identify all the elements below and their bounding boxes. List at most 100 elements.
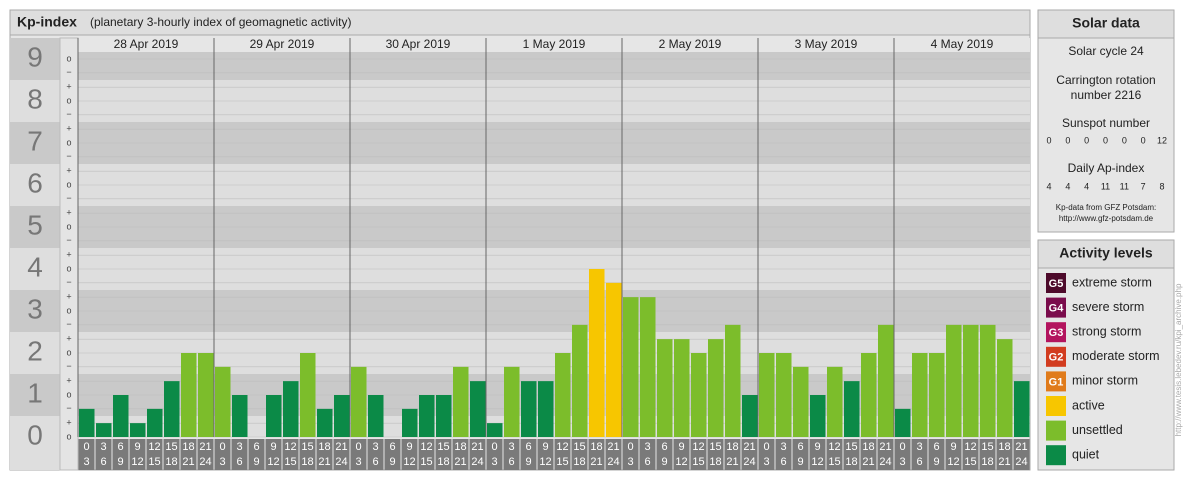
sunspot-value: 0 bbox=[1084, 135, 1089, 145]
bar bbox=[504, 366, 520, 437]
level-swatch bbox=[1046, 322, 1066, 343]
hour-box bbox=[163, 439, 180, 470]
ap-value: 7 bbox=[1141, 181, 1146, 191]
hour-box bbox=[707, 439, 724, 470]
hour-box bbox=[894, 439, 911, 470]
bar bbox=[266, 395, 282, 437]
hour-to: 3 bbox=[355, 456, 361, 468]
hour-to: 21 bbox=[318, 456, 330, 468]
level-name: unsettled bbox=[1072, 423, 1123, 437]
level-swatch bbox=[1046, 420, 1066, 441]
bar bbox=[674, 339, 690, 437]
ap-value: 4 bbox=[1065, 181, 1070, 191]
bar bbox=[368, 395, 384, 437]
bar bbox=[521, 381, 537, 437]
ap-value: 4 bbox=[1046, 181, 1051, 191]
bar bbox=[572, 324, 588, 437]
level-swatch bbox=[1046, 346, 1066, 367]
hour-to: 18 bbox=[709, 456, 721, 468]
hour-from: 18 bbox=[318, 441, 330, 453]
level-badge: G4 bbox=[1049, 303, 1065, 315]
hour-to: 9 bbox=[117, 456, 123, 468]
hour-from: 0 bbox=[219, 441, 225, 453]
level-swatch bbox=[1046, 371, 1066, 392]
bar bbox=[759, 353, 775, 437]
minor-tick-label: + bbox=[66, 292, 71, 302]
hour-to: 24 bbox=[471, 456, 483, 468]
bar bbox=[929, 353, 945, 437]
hour-to: 15 bbox=[692, 456, 704, 468]
hour-box bbox=[809, 439, 826, 470]
hour-box bbox=[673, 439, 690, 470]
hour-from: 0 bbox=[763, 441, 769, 453]
bar bbox=[810, 395, 826, 437]
bar bbox=[113, 395, 129, 437]
bar bbox=[232, 395, 248, 437]
hour-box bbox=[418, 439, 435, 470]
hour-to: 3 bbox=[763, 456, 769, 468]
hour-to: 12 bbox=[947, 456, 959, 468]
hour-to: 9 bbox=[525, 456, 531, 468]
bar bbox=[436, 395, 452, 437]
minor-tick-label: + bbox=[66, 250, 71, 260]
minor-tick-label: + bbox=[66, 82, 71, 92]
sunspot-value: 0 bbox=[1141, 135, 1146, 145]
hour-to: 9 bbox=[253, 456, 259, 468]
hour-from: 6 bbox=[253, 441, 259, 453]
bar bbox=[334, 395, 350, 437]
hour-from: 3 bbox=[508, 441, 514, 453]
hour-box bbox=[95, 439, 112, 470]
bar bbox=[181, 353, 197, 437]
day-label: 1 May 2019 bbox=[523, 37, 586, 51]
hour-from: 18 bbox=[726, 441, 738, 453]
bar bbox=[79, 408, 95, 437]
hour-from: 0 bbox=[627, 441, 633, 453]
y-tick-label: 1 bbox=[27, 377, 43, 408]
levels-title: Activity levels bbox=[1059, 245, 1153, 261]
hour-to: 12 bbox=[811, 456, 823, 468]
hour-box bbox=[979, 439, 996, 470]
bar bbox=[742, 395, 758, 437]
bar bbox=[640, 297, 656, 437]
hour-to: 3 bbox=[627, 456, 633, 468]
hour-from: 12 bbox=[284, 441, 296, 453]
kp-band bbox=[10, 206, 60, 248]
hour-box bbox=[792, 439, 809, 470]
hour-to: 15 bbox=[148, 456, 160, 468]
level-name: extreme storm bbox=[1072, 275, 1152, 289]
kp-band bbox=[10, 290, 60, 332]
hour-from: 18 bbox=[182, 441, 194, 453]
bar bbox=[895, 408, 911, 437]
hour-from: 9 bbox=[270, 441, 276, 453]
kp-band bbox=[10, 164, 60, 206]
hour-box bbox=[741, 439, 758, 470]
solar-panel bbox=[1037, 9, 1175, 233]
hour-to: 18 bbox=[573, 456, 585, 468]
bar bbox=[198, 353, 214, 437]
hour-from: 15 bbox=[301, 441, 313, 453]
level-swatch bbox=[1046, 396, 1066, 416]
minor-tick-label: + bbox=[66, 376, 71, 386]
hour-from: 3 bbox=[372, 441, 378, 453]
hour-to: 6 bbox=[100, 456, 106, 468]
hour-from: 0 bbox=[491, 441, 497, 453]
bar bbox=[96, 423, 112, 437]
kp-band bbox=[10, 248, 60, 290]
bar bbox=[912, 353, 928, 437]
hour-to: 6 bbox=[508, 456, 514, 468]
hour-from: 3 bbox=[916, 441, 922, 453]
hour-from: 12 bbox=[148, 441, 160, 453]
hour-to: 15 bbox=[964, 456, 976, 468]
hour-from: 6 bbox=[933, 441, 939, 453]
kp-band bbox=[10, 38, 60, 80]
hour-from: 6 bbox=[389, 441, 395, 453]
hour-box bbox=[180, 439, 197, 470]
hour-from: 21 bbox=[335, 441, 347, 453]
bar bbox=[453, 366, 469, 437]
bar bbox=[691, 353, 707, 437]
hour-to: 24 bbox=[199, 456, 211, 468]
hour-box bbox=[945, 439, 962, 470]
hour-to: 12 bbox=[267, 456, 279, 468]
hour-box bbox=[520, 439, 537, 470]
hour-box bbox=[588, 439, 605, 470]
